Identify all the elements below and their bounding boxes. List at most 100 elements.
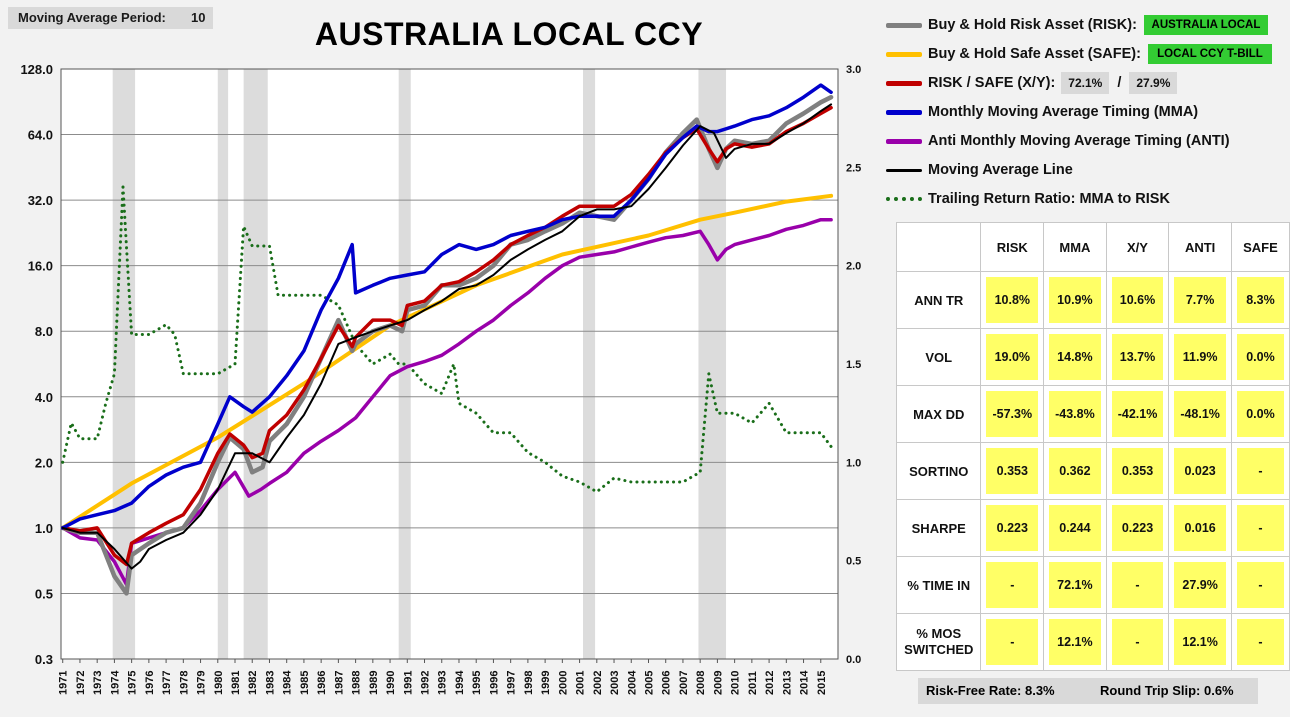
- stats-cell: 0.353: [1111, 448, 1164, 494]
- x-tick-label: 2012: [764, 671, 776, 695]
- legend-risk-swatch: [886, 22, 922, 28]
- x-tick-label: 2004: [626, 670, 638, 695]
- x-tick-label: 1987: [333, 671, 345, 695]
- round-trip-slip: Round Trip Slip: 0.6%: [1092, 678, 1258, 704]
- ma-period-value: 10: [191, 10, 206, 25]
- y-tick-label: 4.0: [35, 390, 53, 405]
- stats-row-sharpe: SHARPE 0.223 0.244 0.223 0.016 -: [895, 499, 1290, 557]
- x-tick-label: 2006: [661, 671, 673, 695]
- x-tick-label: 1976: [144, 671, 156, 695]
- xy-separator: /: [1117, 75, 1122, 91]
- stats-row-label: VOL: [895, 328, 982, 386]
- x-tick-label: 1994: [454, 670, 466, 695]
- x-tick-label: 1981: [230, 671, 242, 695]
- x-tick-label: 1997: [506, 671, 518, 695]
- x-tick-label: 1988: [351, 671, 363, 695]
- stats-cell: -57.3%: [986, 391, 1039, 437]
- x-tick-label: 2009: [712, 671, 724, 695]
- y2-tick-label: 2.0: [846, 261, 861, 273]
- stats-cell: 7.7%: [1174, 277, 1226, 323]
- x-tick-label: 2008: [695, 671, 707, 695]
- stats-header-mma: MMA: [1043, 222, 1107, 272]
- stats-cell: 72.1%: [1049, 562, 1101, 608]
- stats-cell: -: [986, 562, 1039, 608]
- stats-row-max-dd: MAX DD -57.3% -43.8% -42.1% -48.1% 0.0%: [895, 385, 1290, 443]
- x-tick-label: 2007: [678, 671, 690, 695]
- legend-risk: Buy & Hold Risk Asset (RISK): AUSTRALIA …: [886, 13, 1268, 37]
- stats-cell: 0.0%: [1236, 391, 1284, 437]
- stats-header-risk: RISK: [980, 222, 1045, 272]
- series-line-safe: [60, 193, 834, 530]
- ma-period-label: Moving Average Period:: [18, 10, 166, 25]
- stats-cell: 10.9%: [1049, 277, 1101, 323]
- y-tick-label: 16.0: [28, 259, 53, 274]
- legend-ma-line-swatch: [886, 168, 922, 172]
- legend-xy-label: RISK / SAFE (X/Y):: [928, 75, 1056, 91]
- series-line-mma: [60, 83, 833, 530]
- x-tick-label: 1983: [264, 671, 276, 695]
- chart-area: 128.0 64.0 32.0 16.0 8.0 4.0 2.0 1.0 0.5 0.3 3.0 2.…: [20, 62, 861, 695]
- x-tick-label: 2013: [781, 671, 793, 695]
- stats-cell: -43.8%: [1049, 391, 1101, 437]
- x-tick-label: 1998: [523, 671, 535, 695]
- stats-header-row: RISK MMA X/Y ANTI SAFE: [895, 222, 1290, 272]
- x-tick-label: 1980: [213, 671, 225, 695]
- legend-mma: Monthly Moving Average Timing (MMA): [886, 100, 1198, 124]
- safe-asset-tag: LOCAL CCY T-BILL: [1147, 44, 1272, 64]
- legend-safe-swatch: [886, 51, 922, 57]
- stats-header-anti: ANTI: [1168, 222, 1232, 272]
- y-tick-label: 2.0: [35, 455, 53, 470]
- ma-period-panel: Moving Average Period: 10: [8, 7, 213, 29]
- stats-cell: 0.223: [986, 505, 1039, 551]
- y-tick-label: 0.5: [35, 586, 53, 601]
- stats-row-label: SHARPE: [895, 499, 982, 557]
- x-tick-label: 1979: [196, 671, 208, 695]
- legend-ma-line: Moving Average Line: [886, 158, 1073, 182]
- legend-ratio-swatch: [886, 197, 922, 201]
- risk-free-rate: Risk-Free Rate: 8.3%: [918, 678, 1094, 704]
- legend-ratio-label: Trailing Return Ratio: MMA to RISK: [928, 191, 1170, 207]
- stats-cell: 0.016: [1174, 505, 1226, 551]
- stats-cell: -: [1236, 448, 1284, 494]
- legend-safe-label: Buy & Hold Safe Asset (SAFE):: [928, 46, 1141, 62]
- x-tick-label: 1975: [127, 671, 139, 695]
- xy-safe-weight: 27.9%: [1129, 72, 1178, 94]
- risk-asset-tag: AUSTRALIA LOCAL: [1143, 15, 1268, 35]
- stats-row-label: % TIME IN: [895, 556, 982, 614]
- x-tick-label: 2014: [799, 670, 811, 695]
- stats-cell: -42.1%: [1111, 391, 1164, 437]
- stats-cell: 19.0%: [986, 334, 1039, 380]
- x-tick-label: 1986: [316, 671, 328, 695]
- x-tick-label: 1990: [385, 671, 397, 695]
- stats-row-vol: VOL 19.0% 14.8% 13.7% 11.9% 0.0%: [895, 328, 1290, 386]
- stats-row-mos-switched: % MOS SWITCHED - 12.1% - 12.1% -: [895, 613, 1290, 671]
- legend-ratio: Trailing Return Ratio: MMA to RISK: [886, 187, 1170, 211]
- stats-cell: -: [986, 619, 1039, 665]
- x-tick-label: 1982: [247, 671, 259, 695]
- stats-row-label: % MOS SWITCHED: [895, 613, 982, 671]
- y2-tick-label: 1.0: [846, 457, 861, 469]
- stats-cell: 0.244: [1049, 505, 1101, 551]
- stats-table: RISK MMA X/Y ANTI SAFE ANN TR 10.8% 10.9…: [895, 222, 1290, 671]
- y-tick-label: 0.3: [35, 652, 53, 667]
- stats-row-label: MAX DD: [895, 385, 982, 443]
- series-line-xy: [60, 105, 833, 567]
- y-tick-label: 128.0: [20, 62, 53, 77]
- x-tick-label: 1995: [471, 671, 483, 695]
- stats-cell: 10.8%: [986, 277, 1039, 323]
- x-tick-label: 2001: [575, 671, 587, 695]
- x-tick-label: 1996: [488, 671, 500, 695]
- legend-anti: Anti Monthly Moving Average Timing (ANTI…: [886, 129, 1230, 153]
- legend-xy-swatch: [886, 80, 922, 86]
- stats-cell: -: [1111, 619, 1164, 665]
- stats-row-time-in: % TIME IN - 72.1% - 27.9% -: [895, 556, 1290, 614]
- legend-anti-label: Anti Monthly Moving Average Timing (ANTI…: [928, 133, 1230, 149]
- stats-cell: 12.1%: [1174, 619, 1226, 665]
- x-tick-label: 2011: [747, 671, 759, 695]
- stats-cell: 12.1%: [1049, 619, 1101, 665]
- y-tick-label: 32.0: [28, 193, 53, 208]
- x-tick-label: 1973: [92, 671, 104, 695]
- stats-cell: 11.9%: [1174, 334, 1226, 380]
- legend-xy: RISK / SAFE (X/Y): 72.1% / 27.9%: [886, 71, 1178, 95]
- x-tick-label: 1992: [420, 671, 432, 695]
